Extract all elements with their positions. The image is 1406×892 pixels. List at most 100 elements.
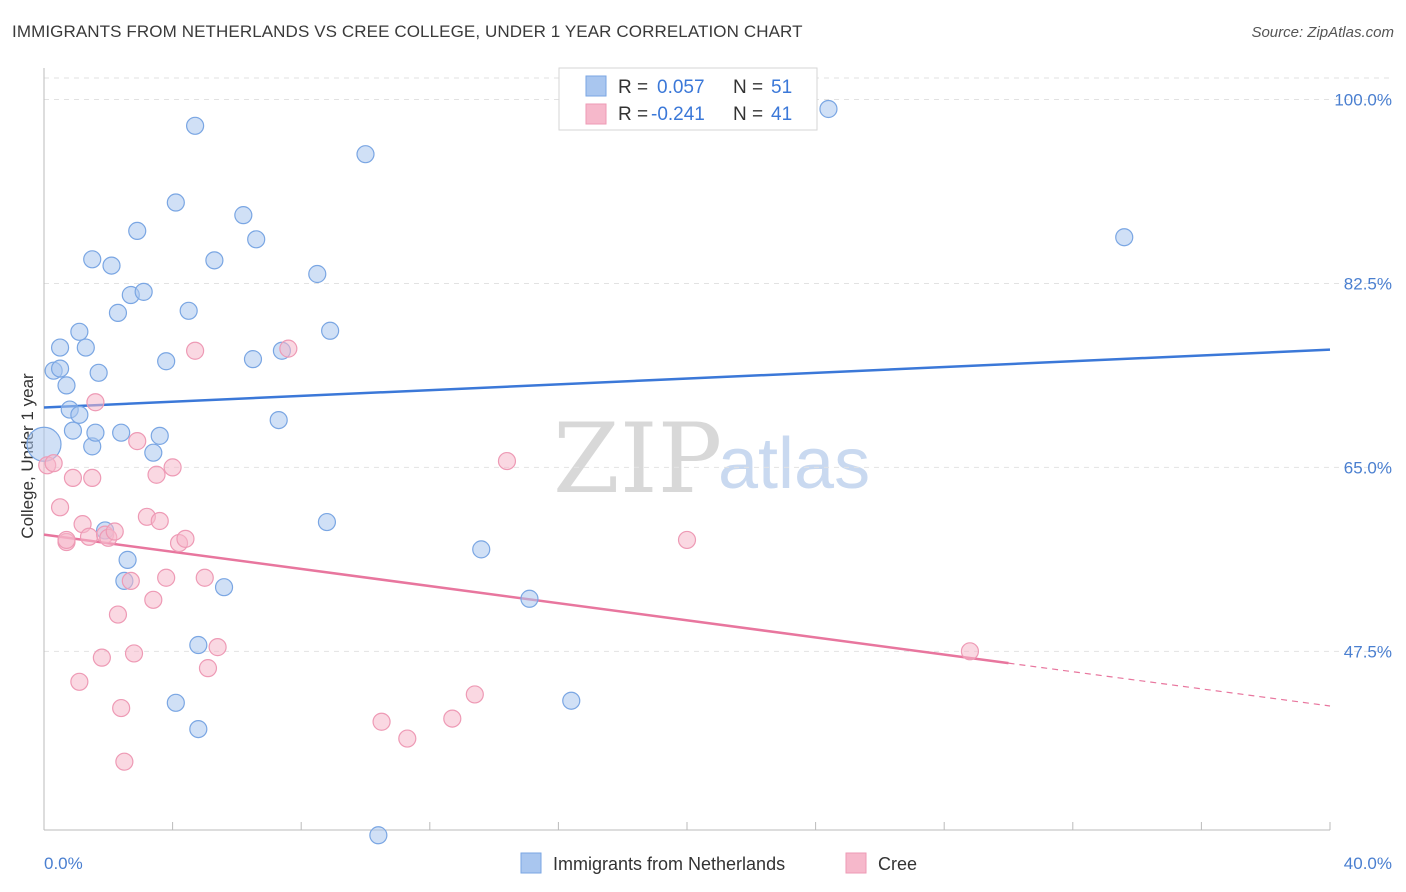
y-axis-label: College, Under 1 year: [18, 373, 37, 539]
cree-point: [443, 709, 462, 728]
y-tick-label: 47.5%: [1344, 642, 1392, 661]
netherlands-point: [243, 350, 263, 369]
legend-n-label-2: N =: [733, 104, 763, 125]
legend-r-value-1: 0.057: [657, 77, 705, 98]
netherlands-point: [50, 338, 70, 357]
legend-r-value-2: -0.241: [651, 104, 705, 125]
cree-point: [112, 698, 131, 718]
netherlands-point: [118, 550, 137, 569]
cree-point: [79, 527, 99, 546]
legend-r-label-2: R =: [618, 104, 648, 125]
netherlands-trend-line: [43, 348, 1331, 409]
legend-swatch-blue: [585, 75, 607, 97]
cree-point: [960, 642, 980, 661]
netherlands-point: [89, 363, 108, 382]
x-tick-label-max: 40.0%: [1344, 854, 1392, 873]
cree-point: [83, 468, 102, 488]
cree-point: [115, 752, 134, 771]
cree-point: [124, 644, 144, 663]
netherlands-point: [112, 423, 131, 442]
netherlands-point: [269, 410, 288, 430]
cree-point: [57, 530, 76, 550]
chart-title: IMMIGRANTS FROM NETHERLANDS VS CREE COLL…: [12, 22, 803, 41]
watermark-zip: ZIP: [553, 403, 722, 515]
cree-point: [108, 605, 128, 624]
netherlands-point: [57, 376, 76, 395]
netherlands-point: [70, 405, 89, 424]
correlation-legend: R = 0.057 N = 51 R = -0.241 N = 41: [558, 67, 818, 131]
cree-point: [105, 522, 124, 541]
netherlands-point: [108, 303, 128, 322]
legend-r-label-1: R =: [618, 77, 648, 98]
netherlands-point: [819, 99, 838, 119]
netherlands-point: [205, 251, 224, 270]
netherlands-point: [214, 578, 234, 597]
netherlands-point: [356, 145, 375, 164]
cree-point: [398, 729, 417, 748]
cree-point: [128, 432, 147, 451]
cree-point: [157, 568, 176, 587]
netherlands-point: [70, 322, 89, 341]
x-tick-label-min: 0.0%: [44, 854, 83, 873]
netherlands-point: [189, 635, 208, 655]
y-tick-label: 82.5%: [1344, 274, 1392, 293]
legend-n-value-1: 51: [771, 77, 792, 98]
netherlands-point: [102, 256, 121, 275]
cree-point: [186, 341, 205, 360]
netherlands-point: [472, 540, 491, 559]
netherlands-point: [520, 589, 539, 608]
y-tick-labels: 100.0% 82.5% 65.0% 47.5%: [1334, 91, 1392, 662]
cree-point: [497, 451, 517, 471]
netherlands-point: [179, 301, 198, 320]
netherlands-point: [76, 338, 95, 357]
cree-point: [44, 454, 63, 473]
cree-point: [198, 659, 218, 678]
series-swatch-netherlands: [520, 852, 542, 874]
netherlands-point: [234, 206, 253, 225]
data-points: [26, 99, 1134, 845]
cree-point: [92, 648, 111, 667]
legend-n-label-1: N =: [733, 77, 763, 98]
y-tick-label: 65.0%: [1344, 458, 1392, 477]
netherlands-point: [86, 423, 105, 442]
watermark-atlas: atlas: [718, 424, 870, 504]
netherlands-point: [321, 321, 340, 340]
cree-point: [176, 529, 195, 548]
cree-point: [86, 393, 105, 412]
netherlands-point: [134, 282, 153, 301]
x-tick-marks: [172, 822, 1331, 830]
legend-n-value-2: 41: [771, 104, 792, 125]
cree-point: [50, 498, 70, 517]
chart-source: Source: ZipAtlas.com: [1251, 24, 1394, 41]
cree-point: [372, 712, 391, 731]
series-label-netherlands: Immigrants from Netherlands: [553, 854, 785, 874]
cree-point: [195, 568, 214, 587]
cree-point: [147, 465, 166, 484]
watermark: ZIP atlas: [553, 403, 870, 515]
cree-point: [63, 468, 83, 488]
cree-point: [144, 590, 163, 609]
series-label-cree: Cree: [878, 854, 917, 874]
netherlands-point: [50, 359, 70, 378]
netherlands-point: [189, 720, 208, 739]
netherlands-point: [166, 193, 185, 212]
cree-point: [150, 511, 169, 531]
cree-point: [465, 685, 484, 704]
cree-point: [279, 339, 298, 358]
netherlands-point: [317, 512, 337, 532]
series-legend: Immigrants from Netherlands Cree: [520, 852, 917, 874]
netherlands-point: [247, 230, 266, 249]
cree-point: [121, 571, 140, 591]
cree-point: [208, 638, 227, 657]
legend-swatch-pink: [585, 103, 607, 125]
cree-point: [163, 458, 182, 477]
netherlands-point: [562, 691, 581, 710]
netherlands-point: [166, 693, 185, 712]
series-swatch-cree: [845, 852, 867, 874]
netherlands-point: [83, 250, 102, 269]
netherlands-point: [144, 443, 163, 462]
cree-trend-line-extension: [1008, 662, 1331, 707]
cree-point: [677, 530, 697, 550]
netherlands-point: [128, 221, 147, 241]
